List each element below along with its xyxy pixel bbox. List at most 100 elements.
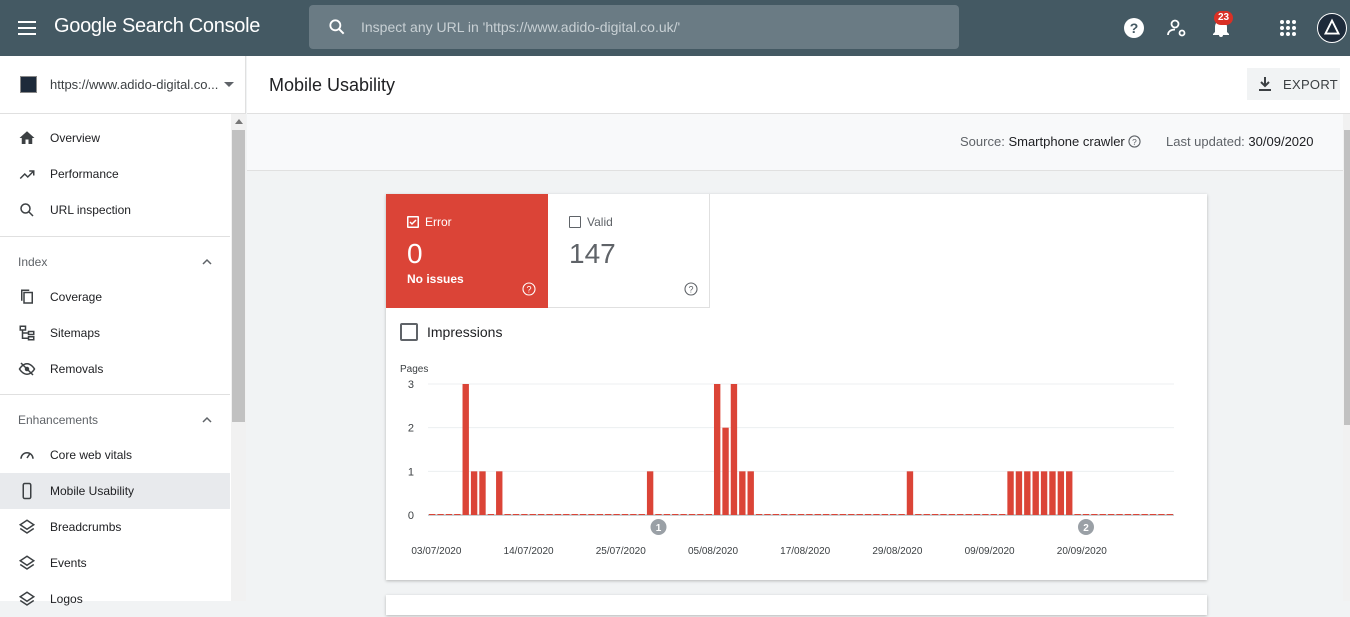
x-tick-label: 20/09/2020 <box>1057 546 1107 557</box>
details-card <box>386 595 1207 615</box>
sidebar-item-core-web-vitals[interactable]: Core web vitals <box>0 437 230 473</box>
sidebar-item-label: Core web vitals <box>50 448 133 462</box>
bar <box>529 514 536 515</box>
sidebar-scrollbar-thumb[interactable] <box>232 130 245 422</box>
sidebar-item-label: Overview <box>50 131 101 145</box>
layers-icon <box>18 519 36 534</box>
bar <box>588 514 595 515</box>
sidebar-item-sitemaps[interactable]: Sitemaps <box>0 315 230 351</box>
report-info-bar: Source: Smartphone crawler ? Last update… <box>247 114 1343 171</box>
sidebar-item-label: Performance <box>50 167 119 181</box>
sidebar-item-overview[interactable]: Overview <box>0 120 230 156</box>
trending-up-icon <box>19 170 35 180</box>
error-tile[interactable]: Error 0 No issues ? <box>386 194 548 308</box>
export-label: EXPORT <box>1283 77 1339 92</box>
avatar[interactable] <box>1317 13 1347 43</box>
bar <box>982 514 989 515</box>
manage-users-icon[interactable] <box>1165 16 1189 40</box>
bar <box>1057 471 1065 515</box>
bar <box>621 514 629 515</box>
source-label: Source: <box>960 134 1005 149</box>
bar <box>504 514 511 515</box>
bar <box>579 514 587 515</box>
help-circle-icon[interactable]: ? <box>1128 135 1142 148</box>
bar <box>1149 514 1157 515</box>
divider <box>0 236 230 237</box>
bar <box>705 514 712 515</box>
bar <box>1024 471 1031 515</box>
bar <box>496 471 503 515</box>
property-selector[interactable]: https://www.adido-digital.co... <box>0 56 246 114</box>
speedometer-icon <box>20 452 34 459</box>
sidebar-item-breadcrumbs[interactable]: Breadcrumbs <box>0 509 230 545</box>
bar <box>479 471 486 515</box>
section-label-index[interactable]: Index <box>18 255 48 269</box>
bar <box>864 514 872 515</box>
search-icon <box>329 19 345 35</box>
section-label-enhancements[interactable]: Enhancements <box>18 413 99 427</box>
bar <box>462 384 469 515</box>
url-inspect-search[interactable] <box>309 5 959 49</box>
bar <box>881 514 889 515</box>
help-circle-icon[interactable]: ? <box>684 282 698 296</box>
bar <box>906 471 914 515</box>
help-icon[interactable]: ? <box>1122 16 1146 40</box>
sidebar-item-url-inspection[interactable]: URL inspection <box>0 192 230 228</box>
valid-tile[interactable]: Valid 147 ? <box>548 194 710 308</box>
bar <box>990 514 997 515</box>
bar <box>739 471 746 515</box>
valid-count: 147 <box>569 238 616 269</box>
page-title: Mobile Usability <box>269 75 396 95</box>
bar <box>755 514 763 515</box>
main-scrollbar-thumb[interactable] <box>1344 130 1350 425</box>
bar <box>764 514 771 515</box>
search-input[interactable] <box>361 5 951 49</box>
bar <box>1007 471 1014 515</box>
chevron-up-icon[interactable] <box>201 256 213 268</box>
bar <box>1133 514 1140 515</box>
sidebar-item-coverage[interactable]: Coverage <box>0 279 230 315</box>
sidebar-item-logos[interactable]: Logos <box>0 581 230 617</box>
y-tick-label: 3 <box>408 379 414 391</box>
y-tick-label: 0 <box>408 510 414 522</box>
checkbox-checked-icon[interactable] <box>407 216 419 228</box>
sitemap-icon <box>19 325 35 341</box>
bar <box>806 514 813 515</box>
bar <box>638 514 645 515</box>
bar <box>470 471 478 515</box>
sidebar-item-performance[interactable]: Performance <box>0 156 230 192</box>
phone-icon <box>22 482 32 500</box>
checkbox-unchecked-icon[interactable] <box>400 323 418 341</box>
help-circle-icon[interactable]: ? <box>522 282 536 296</box>
bar <box>890 514 897 515</box>
sidebar-item-label: Logos <box>50 592 83 606</box>
x-tick-label: 09/09/2020 <box>965 546 1015 557</box>
bar <box>1158 514 1165 515</box>
bar <box>923 514 930 515</box>
sidebar-item-mobile-usability[interactable]: Mobile Usability <box>0 473 230 509</box>
checkbox-unchecked-icon[interactable] <box>569 216 581 228</box>
error-count: 0 <box>407 238 423 269</box>
menu-icon[interactable] <box>18 17 38 39</box>
apps-icon[interactable] <box>1276 16 1300 40</box>
export-button[interactable]: EXPORT <box>1247 68 1340 100</box>
bar <box>1141 514 1148 515</box>
bar <box>747 471 754 515</box>
bar <box>454 514 461 515</box>
sidebar-item-events[interactable]: Events <box>0 545 230 581</box>
bar <box>948 514 956 515</box>
app-logo[interactable]: Google Search Console <box>54 15 261 37</box>
bar <box>789 514 796 515</box>
bar <box>873 514 880 515</box>
sidebar-item-removals[interactable]: Removals <box>0 351 230 387</box>
x-tick-label: 14/07/2020 <box>504 546 554 557</box>
chevron-up-icon[interactable] <box>201 414 213 426</box>
scroll-up-arrow-icon[interactable] <box>235 119 243 124</box>
bar <box>915 514 922 515</box>
last-updated: Last updated: 30/09/2020 <box>1166 134 1314 149</box>
bar <box>713 384 721 515</box>
sidebar-item-label: URL inspection <box>50 203 131 217</box>
bar <box>965 514 972 515</box>
bar <box>563 514 570 515</box>
bar <box>839 514 847 515</box>
